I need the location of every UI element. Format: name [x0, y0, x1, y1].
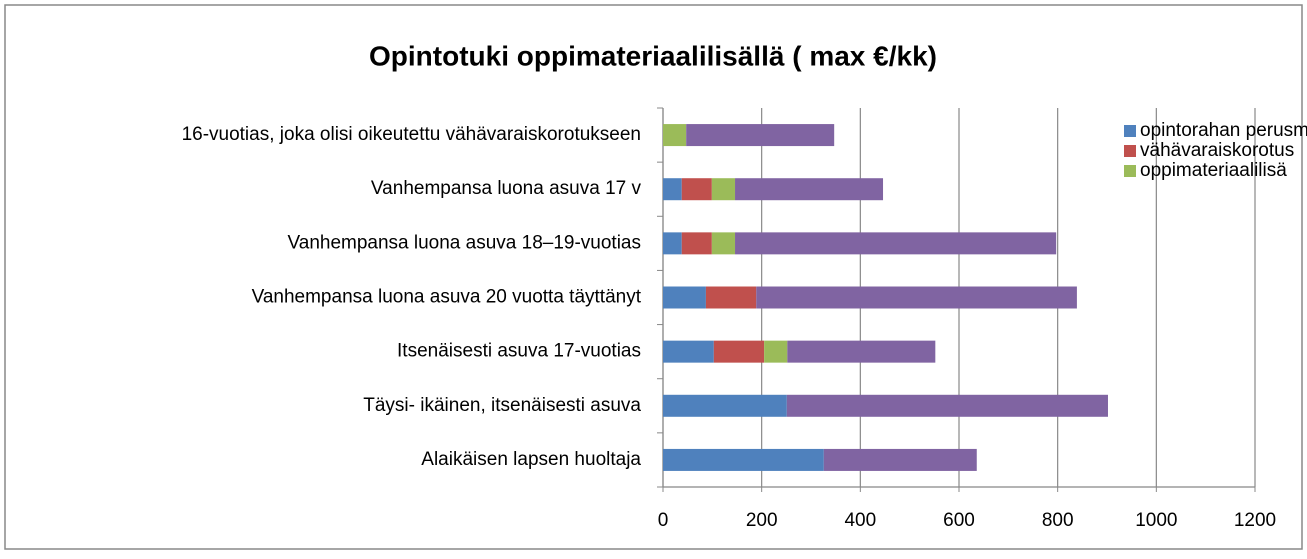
y-tick-label: Alaikäisen lapsen huoltaja: [421, 449, 641, 470]
x-tick-label: 600: [943, 510, 975, 531]
y-tick-label: Täysi- ikäinen, itsenäisesti asuva: [363, 395, 641, 416]
y-tick-label: Vanhempansa luona asuva 18–19-vuotias: [287, 232, 641, 253]
bar-segment: [735, 178, 884, 201]
bar-segment: [681, 232, 712, 255]
bar-segment: [686, 124, 835, 147]
bar-segment: [663, 232, 682, 255]
bar-segment: [663, 394, 787, 417]
y-tick-label: 16-vuotias, joka olisi oikeutettu vähäva…: [182, 124, 641, 145]
x-tick-label: 400: [844, 510, 876, 531]
bar-segment: [663, 286, 706, 309]
y-tick-label: Vanhempansa luona asuva 17 v: [371, 178, 642, 199]
x-tick-label: 200: [746, 510, 778, 531]
bar-segment: [711, 232, 736, 255]
bar-segment: [735, 232, 1057, 255]
bar-segment: [681, 178, 712, 201]
bar-segment: [787, 340, 936, 363]
bar-segment: [705, 286, 757, 309]
legend-label: oppimateriaalilisä: [1140, 160, 1287, 181]
chart-title: Opintotuki oppimateriaalilisällä ( max €…: [369, 40, 937, 71]
legend-label: vähävaraiskorotus: [1140, 140, 1294, 161]
legend-swatch: [1124, 165, 1136, 177]
y-tick-label: Itsenäisesti asuva 17-vuotias: [397, 341, 641, 362]
bar-segment: [764, 340, 788, 363]
chart-border: [4, 4, 1303, 550]
bar-segment: [663, 124, 687, 147]
bar-segment: [663, 178, 682, 201]
bar-segment: [823, 448, 977, 471]
legend-label: opintorahan perusmäärä: [1140, 120, 1307, 141]
bar-segment: [663, 340, 714, 363]
x-tick-label: 1200: [1234, 510, 1276, 531]
bar-segment: [663, 448, 824, 471]
bar-segment: [713, 340, 765, 363]
bar-segment: [786, 394, 1108, 417]
x-tick-label: 0: [658, 510, 669, 531]
bar-segment: [711, 178, 736, 201]
legend-swatch: [1124, 125, 1136, 137]
y-tick-label: Vanhempansa luona asuva 20 vuotta täyttä…: [252, 287, 642, 308]
legend-swatch: [1124, 145, 1136, 157]
bar-segment: [756, 286, 1077, 309]
x-tick-label: 800: [1042, 510, 1074, 531]
x-tick-label: 1000: [1135, 510, 1177, 531]
